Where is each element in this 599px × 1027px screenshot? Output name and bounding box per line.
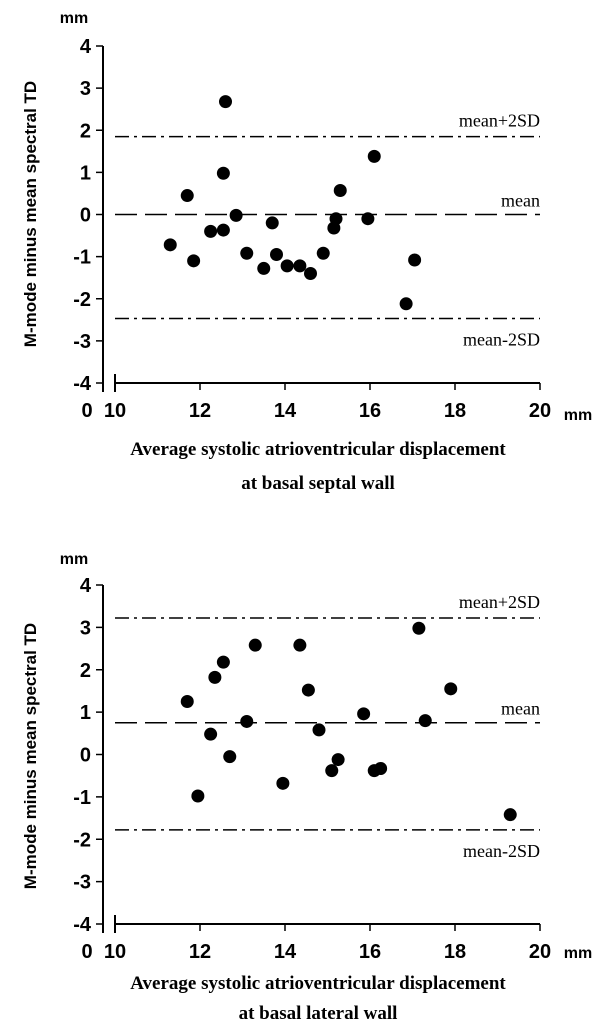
data-point: [240, 714, 254, 728]
data-point: [248, 638, 262, 652]
x-tick-label: 14: [274, 400, 297, 422]
data-point: [223, 750, 237, 764]
data-point: [257, 261, 271, 275]
x-tick-label: 12: [189, 941, 211, 963]
x-axis-title-line2: at basal lateral wall: [239, 1003, 398, 1024]
y-tick-label: -1: [73, 247, 91, 269]
data-point: [208, 670, 222, 684]
y-tick-label: -4: [73, 914, 92, 936]
x-axis-title: Average systolic atrioventricular displa…: [130, 973, 506, 994]
x-unit-label: mm: [564, 407, 592, 424]
data-point: [216, 223, 230, 237]
data-point: [216, 166, 230, 180]
y-tick-label: 0: [80, 745, 91, 767]
x-tick-label: 0: [81, 400, 92, 422]
data-point: [280, 259, 294, 273]
x-tick-label: 12: [189, 400, 211, 422]
data-point: [276, 776, 290, 790]
data-point: [503, 808, 517, 822]
data-point: [191, 789, 205, 803]
reference-line-label: mean: [501, 699, 540, 719]
data-point: [204, 224, 218, 238]
y-axis-title: M-mode minus mean spectral TD: [21, 623, 40, 889]
reference-line-label: mean+2SD: [459, 111, 540, 131]
data-point: [204, 727, 218, 741]
y-tick-label: 2: [80, 120, 91, 142]
y-tick-label: 3: [80, 617, 91, 639]
data-point: [333, 183, 347, 197]
reference-line-label: mean: [501, 191, 540, 211]
data-point: [304, 266, 317, 280]
x-tick-label: 16: [359, 400, 381, 422]
y-tick-label: -2: [73, 289, 91, 311]
reference-line-label: mean-2SD: [463, 841, 540, 861]
data-point: [412, 621, 426, 635]
data-point: [293, 259, 307, 273]
y-unit-label: mm: [60, 551, 88, 568]
data-point: [444, 682, 458, 696]
x-unit-label: mm: [564, 945, 592, 962]
data-point: [399, 297, 413, 311]
data-point: [229, 208, 243, 222]
x-tick-label: 10: [104, 400, 126, 422]
y-tick-label: 4: [80, 575, 92, 597]
data-point: [270, 248, 283, 262]
y-tick-label: 1: [80, 702, 91, 724]
y-unit-label: mm: [60, 10, 88, 27]
y-tick-label: 4: [80, 36, 92, 58]
data-point: [301, 683, 315, 697]
data-point: [216, 655, 230, 669]
x-tick-label: 14: [274, 941, 297, 963]
data-point: [331, 753, 345, 767]
data-point: [357, 707, 371, 721]
data-point: [408, 253, 422, 267]
reference-line-label: mean-2SD: [463, 330, 540, 350]
y-tick-label: -3: [73, 872, 91, 894]
x-tick-label: 0: [81, 941, 92, 963]
data-point: [367, 149, 381, 163]
data-point: [265, 216, 279, 230]
data-point: [180, 695, 194, 709]
data-point: [187, 254, 201, 268]
data-point: [180, 189, 194, 203]
y-tick-label: -3: [73, 331, 91, 353]
data-point: [361, 212, 375, 226]
x-tick-label: 18: [444, 941, 466, 963]
data-point: [316, 246, 330, 260]
data-point: [325, 764, 339, 778]
y-axis-title: M-mode minus mean spectral TD: [21, 81, 40, 347]
data-point: [219, 95, 232, 109]
x-tick-label: 16: [359, 941, 381, 963]
x-tick-label: 10: [104, 941, 126, 963]
y-tick-label: 3: [80, 78, 91, 100]
data-point: [293, 638, 307, 652]
data-point: [374, 761, 388, 775]
x-axis-title-line2: at basal septal wall: [241, 473, 395, 494]
x-tick-label: 20: [529, 400, 551, 422]
x-tick-label: 18: [444, 400, 466, 422]
data-point: [418, 714, 432, 728]
data-point: [329, 212, 343, 226]
y-tick-label: 0: [80, 205, 91, 227]
x-tick-label: 20: [529, 941, 551, 963]
data-point: [312, 723, 326, 737]
y-tick-label: -4: [73, 373, 92, 395]
y-tick-label: -1: [73, 787, 91, 809]
y-tick-label: 1: [80, 162, 91, 184]
x-axis-title: Average systolic atrioventricular displa…: [130, 439, 506, 460]
y-tick-label: -2: [73, 829, 91, 851]
y-tick-label: 2: [80, 660, 91, 682]
data-point: [163, 238, 177, 252]
reference-line-label: mean+2SD: [459, 592, 540, 612]
data-point: [240, 246, 254, 260]
